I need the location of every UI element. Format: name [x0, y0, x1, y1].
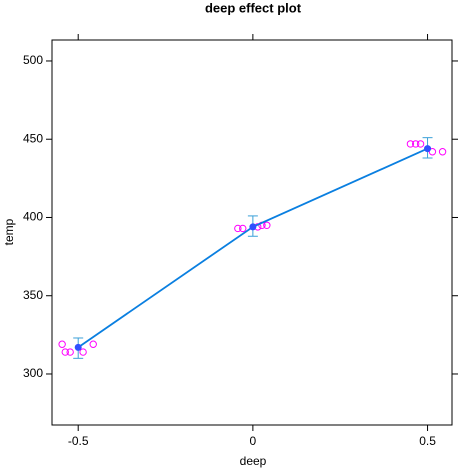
residual-point: [89, 340, 97, 348]
residual-point: [411, 140, 420, 148]
y-tick-label: 450: [23, 131, 43, 145]
residual-point: [428, 148, 437, 156]
residual-point: [61, 348, 69, 356]
plot-frame: [51, 39, 453, 426]
residual-point: [263, 221, 271, 230]
residual-point: [438, 148, 447, 156]
y-tick-label: 500: [23, 53, 43, 67]
effect-point: [249, 223, 257, 231]
residual-point: [234, 224, 242, 233]
residual-point: [239, 224, 247, 233]
residual-point: [66, 348, 74, 356]
residual-point: [58, 340, 66, 348]
x-tick-label: 0.5: [419, 434, 436, 448]
effect-line: [77, 147, 428, 349]
residual-point: [79, 348, 87, 356]
x-tick-label: 0: [250, 434, 257, 448]
residual-point: [406, 140, 415, 148]
x-axis-label: deep: [240, 454, 267, 468]
x-tick-label: -0.5: [68, 434, 89, 448]
y-tick-label: 400: [23, 210, 43, 224]
residual-point: [416, 140, 425, 148]
y-axis-label: temp: [2, 218, 16, 245]
effect-point: [424, 145, 432, 153]
chart-title: deep effect plot: [205, 0, 302, 15]
y-tick-label: 300: [23, 366, 43, 380]
y-tick-label: 350: [23, 288, 43, 302]
effect-point: [74, 343, 82, 351]
